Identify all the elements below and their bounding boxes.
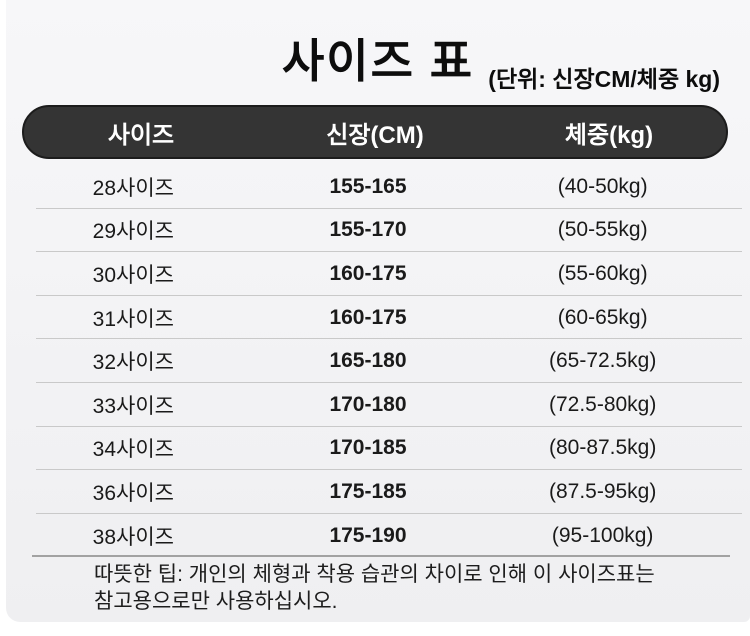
column-header-height: 신장(CM) — [326, 121, 424, 149]
column-header-weight: 체중(kg) — [564, 121, 654, 149]
size-cell: 30사이즈 — [92, 263, 174, 287]
weight-cell: (72.5-80kg) — [548, 392, 657, 416]
table-row: 34사이즈 170-185 (80-87.5kg) — [6, 427, 750, 471]
height-cell: 155-165 — [329, 174, 407, 198]
footer-tip: 따뜻한 팁: 개인의 체형과 착용 습관의 차이로 인해 이 사이즈표는 참고용… — [94, 563, 655, 613]
height-cell: 175-190 — [329, 523, 407, 547]
table-row: 33사이즈 170-180 (72.5-80kg) — [6, 383, 750, 427]
height-cell: 165-180 — [329, 349, 407, 373]
weight-cell: (60-65kg) — [557, 305, 648, 329]
table-header: 사이즈 신장(CM) 체중(kg) — [22, 105, 728, 159]
page-title: 사이즈 표 — [281, 35, 475, 87]
size-cell: 38사이즈 — [92, 525, 174, 549]
title-row: 사이즈 표 (단위: 신장CM/체중 kg) — [6, 0, 750, 100]
size-cell: 29사이즈 — [92, 220, 174, 244]
column-header-size: 사이즈 — [107, 121, 175, 149]
size-cell: 32사이즈 — [92, 351, 174, 375]
height-cell: 155-170 — [329, 218, 407, 242]
height-cell: 160-175 — [329, 305, 407, 329]
table-row: 30사이즈 160-175 (55-60kg) — [6, 252, 750, 296]
table-row: 38사이즈 175-190 (95-100kg) — [6, 514, 750, 558]
weight-cell: (80-87.5kg) — [548, 436, 657, 460]
weight-cell: (87.5-95kg) — [548, 479, 657, 503]
size-cell: 31사이즈 — [92, 307, 174, 331]
table-row: 28사이즈 155-165 (40-50kg) — [6, 165, 750, 209]
table-row: 32사이즈 165-180 (65-72.5kg) — [6, 339, 750, 383]
size-chart-panel: 사이즈 표 (단위: 신장CM/체중 kg) 사이즈 신장(CM) 체중(kg)… — [6, 0, 750, 622]
weight-cell: (95-100kg) — [551, 523, 654, 547]
weight-cell: (40-50kg) — [557, 174, 648, 198]
size-cell: 33사이즈 — [92, 394, 174, 418]
size-cell: 28사이즈 — [92, 176, 174, 200]
height-cell: 170-185 — [329, 436, 407, 460]
weight-cell: (50-55kg) — [557, 218, 648, 242]
table-row: 31사이즈 160-175 (60-65kg) — [6, 296, 750, 340]
table-row: 36사이즈 175-185 (87.5-95kg) — [6, 470, 750, 514]
height-cell: 170-180 — [329, 392, 407, 416]
weight-cell: (65-72.5kg) — [548, 349, 657, 373]
height-cell: 175-185 — [329, 479, 407, 503]
size-cell: 34사이즈 — [92, 438, 174, 462]
weight-cell: (55-60kg) — [557, 261, 648, 285]
unit-note: (단위: 신장CM/체중 kg) — [488, 66, 720, 92]
height-cell: 160-175 — [329, 261, 407, 285]
table-row: 29사이즈 155-170 (50-55kg) — [6, 209, 750, 253]
size-cell: 36사이즈 — [92, 481, 174, 505]
size-table-body: 28사이즈 155-165 (40-50kg) 29사이즈 155-170 (5… — [6, 165, 750, 557]
